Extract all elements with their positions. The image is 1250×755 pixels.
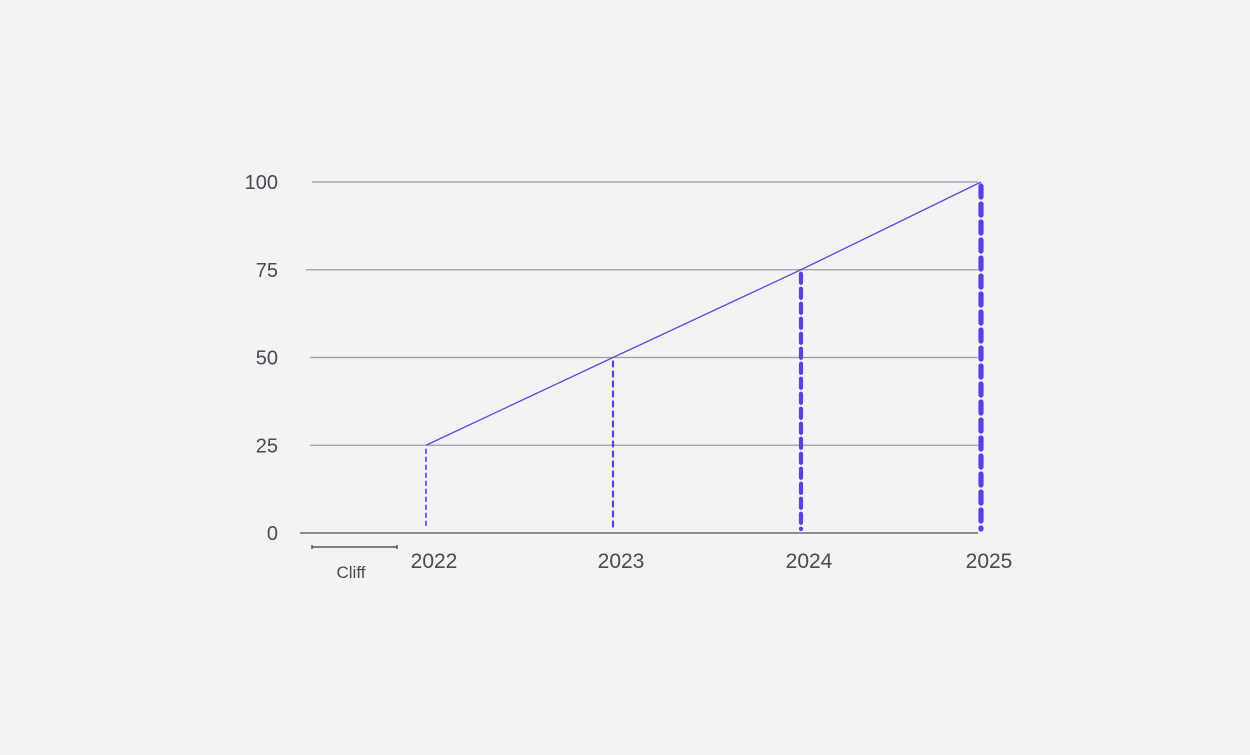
- y-tick-label-25: 25: [256, 435, 278, 457]
- cliff-annotation: Cliff: [311, 545, 398, 582]
- x-axis-ticks: 2022 2023 2024 2025: [411, 550, 1013, 573]
- cliff-label: Cliff: [337, 563, 366, 582]
- drop-lines-layer: [425, 183, 984, 532]
- vesting-series-line: [425, 181, 982, 446]
- y-axis-ticks: 0 25 50 75 100: [245, 172, 278, 545]
- y-tick-label-0: 0: [267, 523, 278, 545]
- x-tick-label-2022: 2022: [411, 550, 458, 573]
- y-tick-label-100: 100: [245, 172, 278, 194]
- x-tick-label-2024: 2024: [786, 550, 833, 573]
- series-line-layer: [425, 181, 982, 446]
- x-tick-label-2025: 2025: [966, 550, 1013, 573]
- y-tick-label-75: 75: [256, 260, 278, 282]
- grid-layer: [300, 181, 978, 534]
- y-tick-label-50: 50: [256, 348, 278, 370]
- x-tick-label-2023: 2023: [598, 550, 645, 573]
